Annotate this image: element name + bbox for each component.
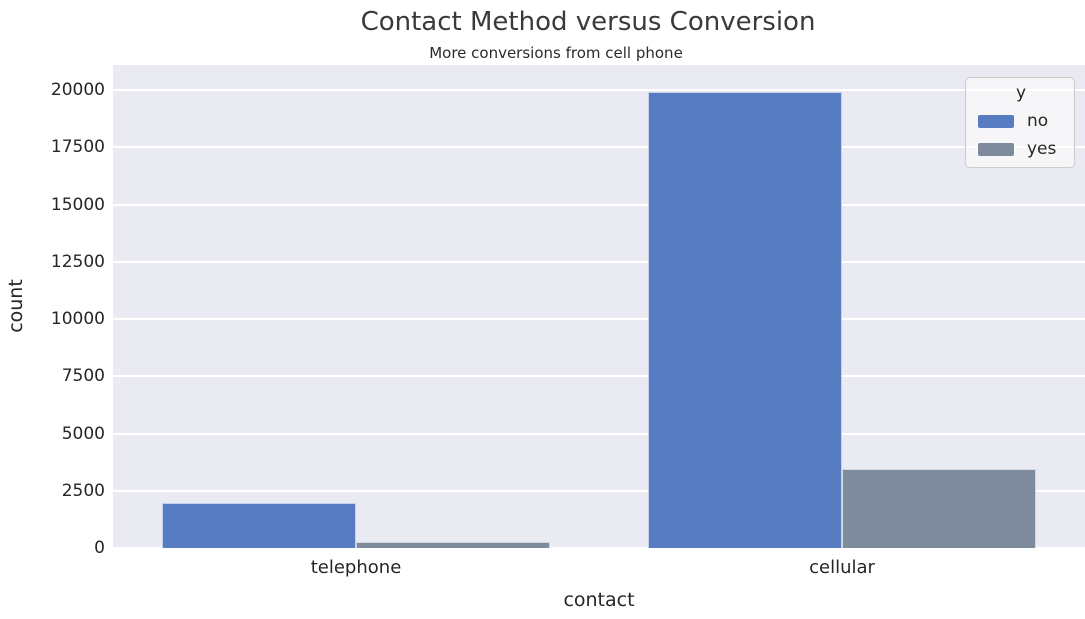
- gridline-2500: [113, 489, 1085, 492]
- y-tick-label-2500: 2500: [61, 480, 105, 501]
- y-tick-label-15000: 15000: [50, 194, 105, 215]
- y-tick-label-7500: 7500: [61, 366, 105, 387]
- y-tick-label-5000: 5000: [61, 423, 105, 444]
- bar-cellular-yes: [842, 469, 1037, 548]
- y-tick-label-10000: 10000: [50, 309, 105, 330]
- legend-label-no: no: [1027, 111, 1049, 131]
- x-tick-label-telephone: telephone: [310, 557, 402, 578]
- legend-swatch-yes: [978, 142, 1014, 156]
- gridline-10000: [113, 318, 1085, 321]
- y-tick-label-12500: 12500: [50, 251, 105, 272]
- legend: y no yes: [965, 77, 1075, 168]
- y-tick-label-0: 0: [94, 538, 105, 558]
- legend-label-yes: yes: [1027, 139, 1057, 159]
- legend-item-no: no: [978, 111, 1064, 131]
- bar-telephone-no: [161, 503, 356, 548]
- gridline-15000: [113, 203, 1085, 206]
- legend-item-yes: yes: [978, 139, 1064, 159]
- bar-cellular-no: [647, 92, 842, 548]
- y-tick-label-20000: 20000: [50, 80, 105, 101]
- chart-subtitle: More conversions from cell phone: [429, 44, 683, 62]
- legend-rows: no yes: [978, 111, 1064, 159]
- gridline-20000: [113, 89, 1085, 92]
- gridline-12500: [113, 260, 1085, 263]
- gridline-7500: [113, 375, 1085, 378]
- legend-title: y: [1015, 83, 1027, 103]
- bar-telephone-yes: [356, 541, 551, 548]
- x-axis-label: contact: [563, 589, 635, 611]
- plot-area: [113, 65, 1085, 549]
- gridline-17500: [113, 146, 1085, 149]
- chart-title: Contact Method versus Conversion: [360, 7, 816, 37]
- gridline-0: [113, 547, 1085, 549]
- legend-swatch-no: [978, 114, 1014, 128]
- x-tick-label-cellular: cellular: [809, 557, 875, 578]
- gridline-5000: [113, 432, 1085, 435]
- y-tick-label-17500: 17500: [50, 137, 105, 158]
